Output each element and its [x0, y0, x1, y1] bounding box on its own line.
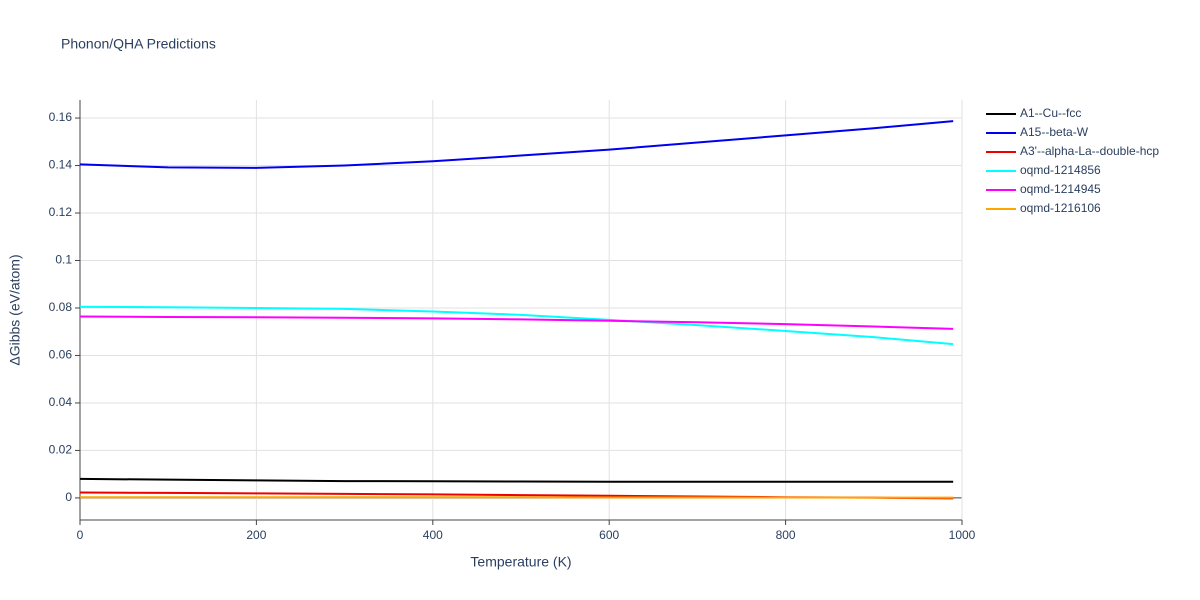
- x-tick-label: 400: [423, 528, 443, 542]
- legend-label: A3'--alpha-La--double-hcp: [1020, 144, 1159, 158]
- x-tick-label: 800: [776, 528, 796, 542]
- y-tick-label: 0.06: [49, 348, 73, 362]
- y-tick-label: 0.16: [49, 110, 73, 124]
- legend-label: A1--Cu--fcc: [1020, 106, 1081, 120]
- y-tick-label: 0.02: [49, 443, 73, 457]
- legend-label: oqmd-1214945: [1020, 182, 1101, 196]
- series-line: [79, 477, 954, 483]
- chart-title: Phonon/QHA Predictions: [61, 36, 216, 52]
- legend-label: oqmd-1216106: [1020, 201, 1101, 215]
- series-line: [79, 305, 954, 346]
- y-axis-title: ΔGibbs (eV/atom): [7, 254, 23, 365]
- x-tick-label: 600: [599, 528, 619, 542]
- x-tick-label: 1000: [949, 528, 976, 542]
- legend-label: A15--beta-W: [1020, 125, 1089, 139]
- legend-label: oqmd-1214856: [1020, 163, 1101, 177]
- series-line: [79, 120, 954, 169]
- x-axis-title: Temperature (K): [470, 554, 571, 570]
- x-tick-label: 200: [246, 528, 266, 542]
- y-tick-label: 0.08: [49, 300, 73, 314]
- y-tick-label: 0.04: [49, 395, 73, 409]
- series-line: [79, 315, 954, 330]
- y-tick-label: 0: [65, 490, 72, 504]
- y-tick-label: 0.12: [49, 205, 73, 219]
- y-tick-label: 0.14: [49, 158, 73, 172]
- x-tick-label: 0: [77, 528, 84, 542]
- y-tick-label: 0.1: [55, 253, 72, 267]
